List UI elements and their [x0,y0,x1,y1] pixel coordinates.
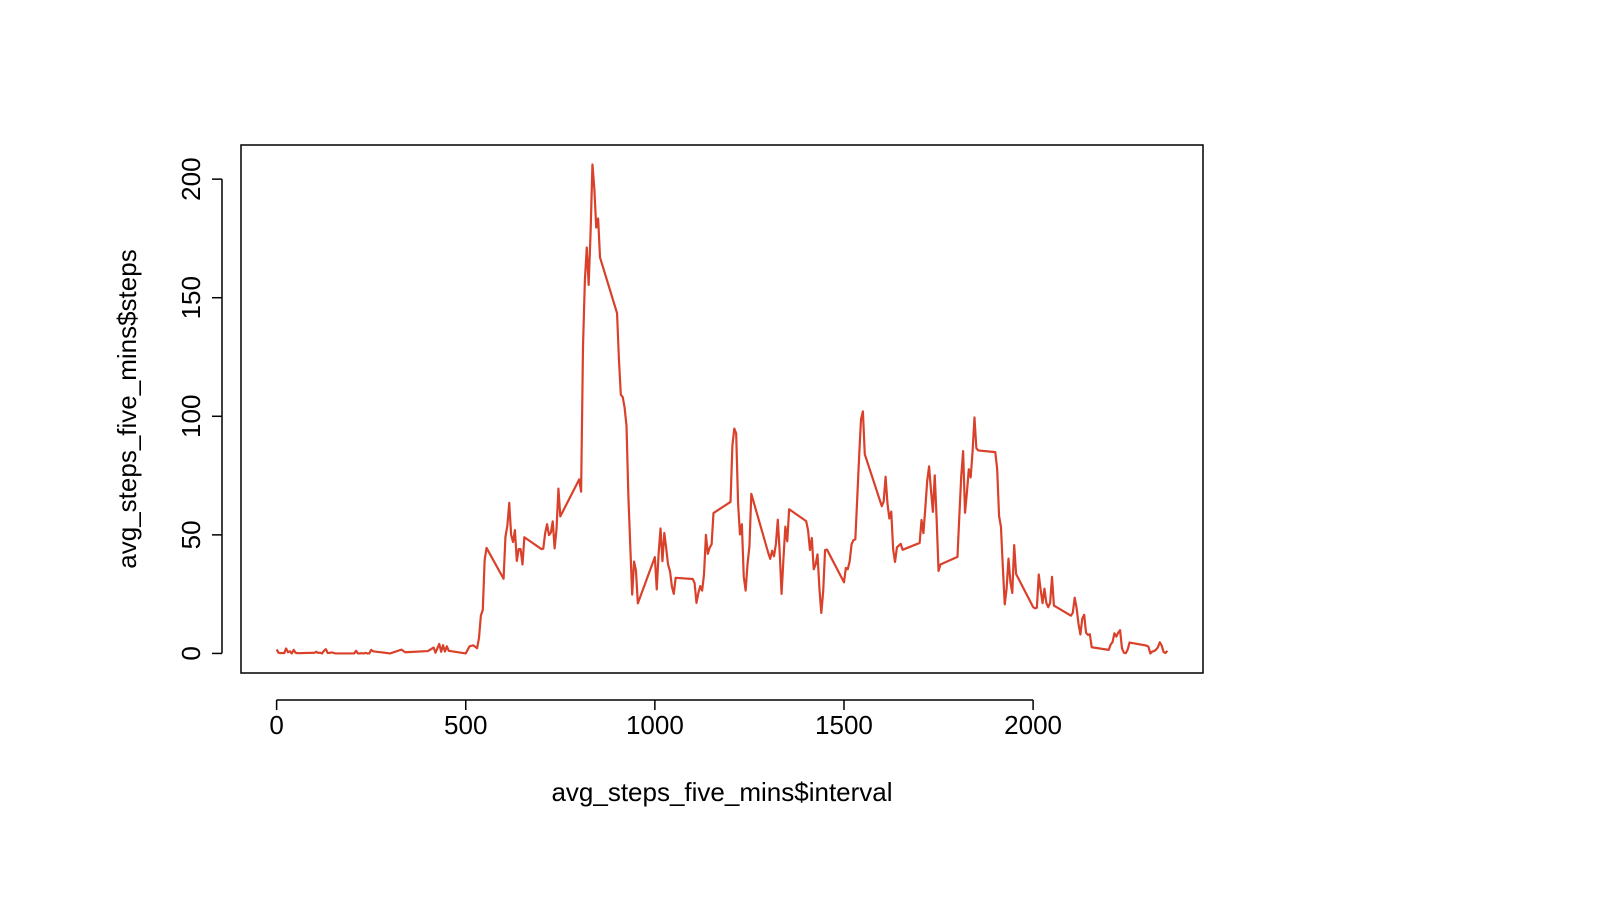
x-tick-label: 1000 [626,710,684,740]
x-axis-label: avg_steps_five_mins$interval [551,777,892,807]
y-tick-label: 100 [176,395,206,438]
y-tick-label: 0 [176,646,206,660]
y-tick-label: 50 [176,520,206,549]
y-tick-label: 200 [176,157,206,200]
x-tick-label: 0 [269,710,283,740]
data-line [275,163,1169,655]
plot-box [240,144,1204,674]
y-tick-label: 150 [176,276,206,319]
x-tick-label: 1500 [815,710,873,740]
y-axis-label: avg_steps_five_mins$steps [112,249,142,568]
x-tick-label: 500 [444,710,487,740]
x-tick-label: 2000 [1004,710,1062,740]
